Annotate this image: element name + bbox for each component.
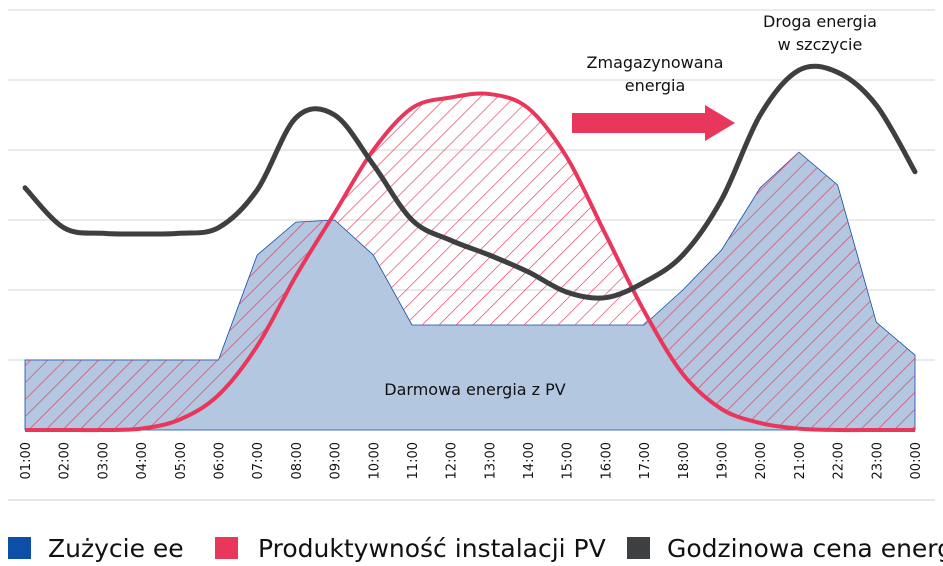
difference-hatch bbox=[25, 93, 915, 431]
x-tick-label: 07:00 bbox=[251, 442, 266, 479]
legend-swatch bbox=[8, 537, 31, 559]
x-tick-label: 03:00 bbox=[96, 442, 111, 479]
x-tick-label: 17:00 bbox=[638, 442, 653, 479]
x-tick-label: 18:00 bbox=[677, 442, 692, 479]
x-tick-label: 04:00 bbox=[135, 442, 150, 479]
x-tick-label: 02:00 bbox=[58, 442, 73, 479]
x-tick-label: 23:00 bbox=[870, 442, 885, 479]
arrow bbox=[572, 105, 735, 141]
x-tick-label: 10:00 bbox=[367, 442, 382, 479]
legend-swatch bbox=[627, 537, 650, 559]
x-tick-label: 13:00 bbox=[483, 442, 498, 479]
x-tick-label: 21:00 bbox=[793, 442, 808, 479]
annotation: w szczycie bbox=[778, 35, 863, 54]
x-tick-label: 08:00 bbox=[290, 442, 305, 479]
x-tick-label: 16:00 bbox=[599, 442, 614, 479]
legend-label: Produktywność instalacji PV bbox=[258, 534, 606, 563]
x-tick-label: 11:00 bbox=[406, 442, 421, 479]
x-tick-label: 15:00 bbox=[561, 442, 576, 479]
legend-label: Zużycie ee bbox=[48, 534, 184, 563]
x-tick-label: 14:00 bbox=[522, 442, 537, 479]
x-tick-label: 01:00 bbox=[19, 442, 34, 479]
x-tick-label: 00:00 bbox=[909, 442, 924, 479]
legend-label: Godzinowa cena energii bbox=[667, 534, 943, 563]
x-tick-label: 19:00 bbox=[716, 442, 731, 479]
x-tick-label: 05:00 bbox=[174, 442, 189, 479]
x-tick-label: 06:00 bbox=[212, 442, 227, 479]
x-tick-label: 09:00 bbox=[329, 442, 344, 479]
annotation: Droga energia bbox=[763, 12, 877, 31]
annotation: Zmagazynowana bbox=[587, 53, 724, 72]
legend-swatch bbox=[215, 537, 238, 559]
price-line bbox=[22, 63, 918, 301]
x-tick-label: 12:00 bbox=[445, 442, 460, 479]
x-tick-label: 22:00 bbox=[832, 442, 847, 479]
annotation: Darmowa energia z PV bbox=[384, 380, 566, 399]
pv-line bbox=[25, 91, 915, 433]
annotation: energia bbox=[625, 76, 686, 95]
x-tick-label: 20:00 bbox=[754, 442, 769, 479]
